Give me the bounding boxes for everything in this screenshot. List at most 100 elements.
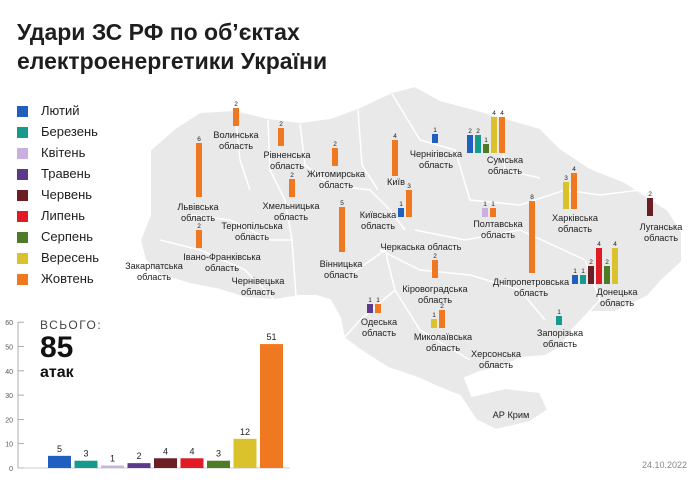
region: 5 Вінницька область <box>320 200 364 280</box>
region-bar-value: 8 <box>530 194 534 201</box>
region-bar <box>563 182 569 209</box>
y-tick-label: 50 <box>5 345 13 352</box>
region-label: Івано-Франківська область <box>183 252 261 273</box>
region-bar <box>491 117 497 153</box>
legend-label: Березень <box>41 124 98 139</box>
region-bar-value: 1 <box>368 297 372 304</box>
region-bar <box>233 108 239 126</box>
region: 8 Дніпропетровська область <box>493 194 570 298</box>
legend-label: Лютий <box>41 103 80 118</box>
region-bar-value: 1 <box>399 201 403 208</box>
total-number: 85 <box>40 331 74 364</box>
region-bar <box>580 275 586 284</box>
y-tick-label: 10 <box>5 442 13 449</box>
region-label: Чернівецька область <box>232 276 286 297</box>
legend-swatch <box>17 169 28 180</box>
legend-swatch <box>17 106 28 117</box>
y-tick-label: 60 <box>5 320 13 327</box>
legend-swatch <box>17 127 28 138</box>
region-bar <box>196 143 202 197</box>
region-bar-value: 1 <box>484 137 488 144</box>
region-label: Харківська область <box>552 213 599 234</box>
month-bar <box>207 460 230 468</box>
legend-swatch <box>17 253 28 264</box>
region-bar-value: 1 <box>581 268 585 275</box>
total-attacks: ВСЬОГО: 85 атак <box>40 318 102 382</box>
region-bar <box>499 117 505 153</box>
region-bar-value: 4 <box>492 110 496 117</box>
region-bar <box>467 135 473 153</box>
region: Херсонська область <box>471 349 522 370</box>
title-line-1: Удари ЗС РФ по об’єктах <box>17 19 300 45</box>
region-bar <box>490 208 496 217</box>
region: 1 3 Київська область <box>360 183 412 231</box>
region-bar <box>398 208 404 217</box>
region-bar <box>406 190 412 217</box>
region-bar-value: 4 <box>613 241 617 248</box>
region-label: Одеська область <box>361 317 398 338</box>
month-bar <box>180 458 204 468</box>
region-bar-value: 2 <box>440 303 444 310</box>
region-bar <box>332 148 338 166</box>
region: 2 Хмельницька область <box>263 172 321 222</box>
title-line-2: електроенергетики України <box>17 48 328 74</box>
region-bar-value: 6 <box>197 136 201 143</box>
legend-label: Жовтень <box>41 271 94 286</box>
month-bar-value: 4 <box>189 446 194 456</box>
region-bar <box>375 304 381 313</box>
region-label: Черкаська область <box>381 242 462 252</box>
month-bar <box>154 458 177 468</box>
region-bar <box>439 310 445 328</box>
month-bar-value: 4 <box>163 446 168 456</box>
region: Закарпатська область <box>125 261 184 282</box>
region-bar-value: 3 <box>564 175 568 182</box>
region-bar-value: 1 <box>557 309 561 316</box>
region-bar <box>588 266 594 284</box>
region-bar <box>431 319 437 328</box>
legend-label: Травень <box>41 166 91 181</box>
region-label: Рівненська область <box>263 150 311 171</box>
region-bar <box>482 208 488 217</box>
region-bar <box>432 260 438 278</box>
region-bar <box>571 173 577 209</box>
y-tick-label: 0 <box>9 466 13 473</box>
region-bar-value: 2 <box>197 223 201 230</box>
region-bar-value: 1 <box>433 127 437 134</box>
region-bar-value: 4 <box>597 241 601 248</box>
region-bar-value: 4 <box>572 166 576 173</box>
region-label: Закарпатська область <box>125 261 184 282</box>
region-bar <box>572 275 578 284</box>
region-bar-value: 2 <box>290 172 294 179</box>
month-bar <box>101 465 124 468</box>
region-bar-value: 1 <box>432 312 436 319</box>
legend-label: Вересень <box>41 250 100 265</box>
region: 2 Житомирська область <box>307 141 366 190</box>
region-bar-value: 2 <box>279 121 283 128</box>
region-label: Сумська область <box>487 155 524 176</box>
region: 1 1 Одеська область <box>361 297 398 338</box>
y-tick-label: 20 <box>5 417 13 424</box>
region-label: Волинська область <box>213 130 259 151</box>
region-bar <box>556 316 562 325</box>
region-bar <box>596 248 602 284</box>
region-label: АР Крим <box>493 410 530 420</box>
region-label: Дніпропетровська область <box>493 277 570 298</box>
region-bar-value: 2 <box>333 141 337 148</box>
region: 12 Миколаївська область <box>414 303 473 353</box>
date-stamp: 24.10.2022 <box>641 460 687 470</box>
region-bar <box>529 201 535 273</box>
region-label: Чернігівська область <box>410 149 463 170</box>
region: Черкаська область <box>381 242 462 252</box>
region: 2 Кіровоградська область <box>402 253 468 305</box>
region-label: Луганська область <box>640 222 684 243</box>
region-bar-value: 1 <box>483 201 487 208</box>
region: 2 Волинська область <box>213 101 259 151</box>
legend-label: Квітень <box>41 145 86 160</box>
region-bar-value: 2 <box>648 191 652 198</box>
region-label: Кіровоградська область <box>402 284 468 305</box>
region: Тернопільська область <box>221 221 283 242</box>
region-bar-value: 2 <box>476 128 480 135</box>
month-bar-value: 2 <box>136 451 141 461</box>
